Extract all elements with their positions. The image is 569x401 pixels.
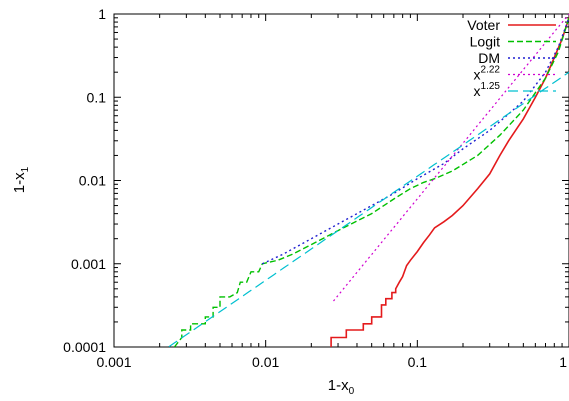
legend-label-3: x2.22	[474, 65, 501, 83]
x-tick-label: 0.001	[96, 354, 131, 370]
legend-label-2: DM	[478, 50, 500, 66]
y-tick-label: 0.01	[79, 173, 106, 189]
y-tick-label: 0.0001	[63, 339, 106, 355]
series-line-4	[168, 71, 569, 347]
x-tick-label: 1	[559, 354, 567, 370]
legend-label-0: Voter	[467, 17, 500, 33]
y-tick-label: 0.001	[71, 256, 106, 272]
x-tick-label: 0.01	[252, 354, 279, 370]
x-axis-label: 1-x0	[328, 377, 355, 397]
series-line-1	[173, 17, 569, 347]
legend-label-4: x1.25	[474, 81, 501, 99]
series-line-0	[330, 17, 569, 347]
y-tick-label: 0.1	[87, 89, 107, 105]
legend-label-1: Logit	[470, 34, 500, 50]
series-line-2	[262, 17, 569, 265]
y-axis-label: 1-x1	[11, 166, 31, 193]
plot-frame	[113, 13, 569, 348]
series-line-3	[333, 14, 569, 302]
x-tick-label: 0.1	[408, 354, 428, 370]
series-layer	[168, 14, 569, 347]
y-tick-label: 1	[98, 6, 106, 22]
x-axis-ticks: 0.001 0.01 0.1 1	[96, 14, 569, 370]
